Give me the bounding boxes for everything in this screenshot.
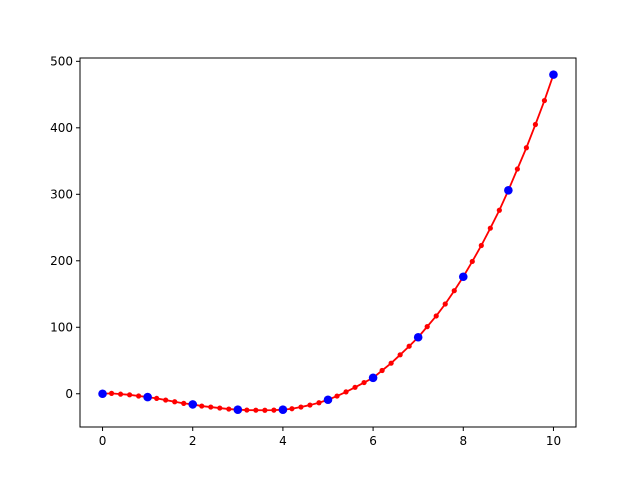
line-point [343, 389, 349, 395]
line-point [163, 397, 169, 403]
line-point [117, 391, 124, 397]
line-point [154, 395, 160, 402]
plot-area [98, 70, 558, 415]
line-point [424, 324, 430, 330]
y-tick-label: 400 [50, 121, 73, 135]
line-point [289, 406, 295, 412]
line-point [334, 393, 340, 399]
y-tick-label: 500 [50, 54, 73, 68]
line-point [361, 379, 367, 386]
marker-point [413, 332, 423, 342]
marker-point [549, 70, 558, 79]
y-tick-label: 100 [50, 320, 73, 334]
x-tick-label: 4 [279, 434, 287, 448]
line-point [199, 403, 205, 409]
line-point [307, 402, 313, 408]
marker-point [458, 272, 468, 282]
x-tick-label: 2 [189, 434, 197, 448]
y-tick-label: 0 [65, 387, 73, 401]
line-point [226, 406, 232, 412]
line-point [136, 393, 142, 399]
marker-point [188, 400, 198, 409]
line-point [352, 384, 358, 390]
x-tick-label: 8 [459, 434, 467, 448]
marker-point [504, 186, 513, 195]
line-point [181, 400, 187, 406]
line-point [271, 407, 277, 413]
series-line [102, 74, 555, 412]
x-tick-label: 6 [369, 434, 377, 448]
line-point [388, 360, 394, 366]
line-point [541, 97, 548, 104]
x-axis: 0 2 4 6 8 10 [99, 427, 561, 448]
line-point [496, 207, 502, 213]
line-point [487, 225, 493, 231]
marker-point [278, 405, 288, 415]
line-point [108, 390, 115, 396]
line-point [172, 399, 178, 405]
line-point [217, 405, 223, 411]
line-point [208, 404, 214, 410]
line-point [523, 145, 530, 151]
y-tick-label: 300 [50, 187, 73, 201]
axes-frame [79, 57, 577, 428]
line-point [514, 166, 520, 172]
line-point [127, 392, 133, 398]
line-point [469, 258, 475, 265]
marker-point [233, 405, 243, 415]
line-point [298, 404, 304, 410]
line-point [244, 407, 250, 413]
line-point [379, 367, 385, 374]
y-tick-label: 200 [50, 254, 73, 268]
line-point [442, 301, 448, 307]
line-point [451, 288, 457, 294]
line-point [262, 407, 268, 413]
line-point [316, 400, 322, 406]
line-point [433, 313, 439, 319]
marker-point [143, 392, 152, 402]
line-point [478, 242, 484, 249]
x-tick-label: 10 [546, 434, 561, 448]
line-point [397, 352, 403, 358]
line-point [253, 407, 259, 413]
y-axis: 0 100 200 300 400 500 [50, 54, 80, 401]
marker-point [368, 373, 378, 383]
marker-point [323, 395, 333, 405]
x-tick-label: 0 [99, 434, 107, 448]
line-point [532, 121, 539, 128]
line-point [406, 343, 412, 349]
marker-point [98, 389, 107, 399]
